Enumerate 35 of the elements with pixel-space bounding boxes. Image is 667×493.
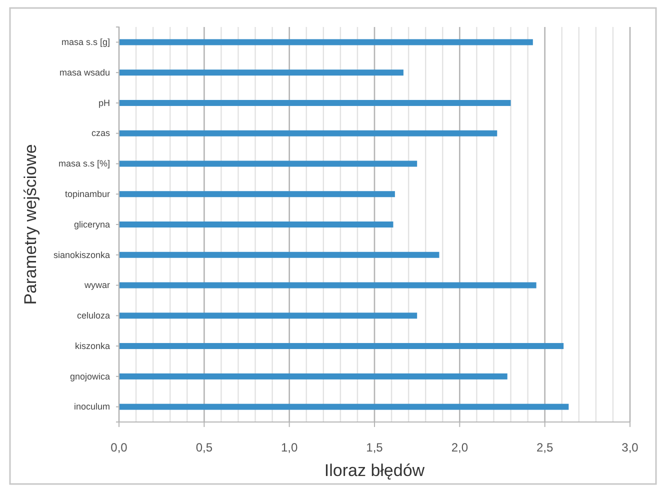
x-tick-label: 2,5 [536,440,554,455]
bar [119,130,498,136]
y-tick-label: gliceryna [74,219,110,230]
x-tick-label: 0,5 [196,440,213,455]
y-tick-label: kiszonka [74,340,110,351]
y-tick-label: czas [91,128,110,138]
y-tick-label: celuloza [76,310,110,321]
x-axis-title: Iloraz błędów [324,461,426,480]
bar [119,191,395,198]
bar [119,282,536,288]
x-tick-label: 1,5 [366,440,384,455]
bar [119,373,508,380]
bar [119,312,418,319]
y-tick-label: wywar [83,280,110,290]
y-tick-label: masa s.s [g] [61,37,110,48]
y-tick-label: inoculum [74,402,110,412]
bar [119,222,394,228]
x-tick-label: 2,0 [451,440,468,455]
bar [119,160,418,167]
y-tick-label: pH [98,98,110,108]
y-tick-label: masa wsadu [59,67,110,78]
y-tick-label: masa s.s [%] [58,158,110,169]
bar [119,100,511,106]
bar [119,343,564,350]
bar [119,39,533,46]
y-tick-label: sianokiszonka [53,250,110,260]
y-tick-label: gnojowica [70,371,110,382]
y-tick-label: topinambur [64,188,110,199]
y-axis-title: Parametry wejściowe [21,144,40,305]
x-tick-label: 0,0 [110,440,128,455]
x-tick-label: 1,0 [280,440,298,455]
bar [119,70,404,76]
bar [119,252,440,258]
bar [119,404,569,410]
x-tick-label: 3,0 [622,440,639,455]
